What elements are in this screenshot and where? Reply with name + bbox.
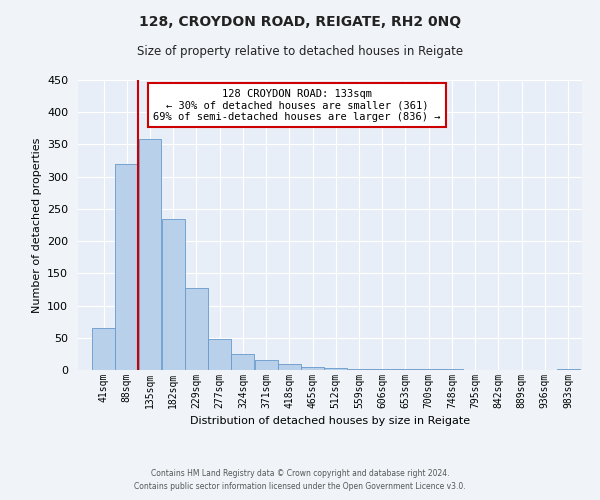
Text: 128 CROYDON ROAD: 133sqm
← 30% of detached houses are smaller (361)
69% of semi-: 128 CROYDON ROAD: 133sqm ← 30% of detach… (154, 88, 441, 122)
Text: Size of property relative to detached houses in Reigate: Size of property relative to detached ho… (137, 45, 463, 58)
Text: Contains public sector information licensed under the Open Government Licence v3: Contains public sector information licen… (134, 482, 466, 491)
Bar (278, 364, 301, 370)
Bar (92, 328, 115, 370)
Y-axis label: Number of detached properties: Number of detached properties (32, 138, 41, 312)
Bar (254, 360, 278, 370)
Bar (371, 368, 394, 370)
Bar (325, 368, 347, 370)
Bar (115, 164, 138, 370)
Bar (208, 339, 231, 370)
X-axis label: Distribution of detached houses by size in Reigate: Distribution of detached houses by size … (190, 416, 470, 426)
Bar (347, 368, 371, 370)
Text: 128, CROYDON ROAD, REIGATE, RH2 0NQ: 128, CROYDON ROAD, REIGATE, RH2 0NQ (139, 15, 461, 29)
Text: Contains HM Land Registry data © Crown copyright and database right 2024.: Contains HM Land Registry data © Crown c… (151, 468, 449, 477)
Bar (557, 368, 580, 370)
Bar (162, 218, 185, 370)
Bar (139, 140, 161, 370)
Bar (301, 367, 324, 370)
Bar (232, 354, 254, 370)
Bar (185, 288, 208, 370)
